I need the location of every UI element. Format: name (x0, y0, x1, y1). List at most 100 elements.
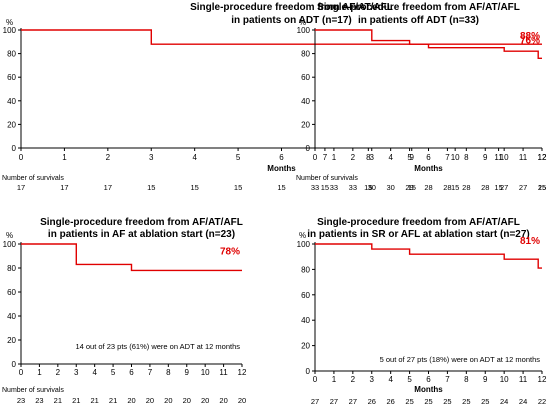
chart-4-x-tick-label: 1 (332, 375, 337, 384)
chart-3-x-tick-label: 12 (238, 368, 247, 377)
chart-3-y-tick-label: 80 (7, 264, 16, 273)
chart-1-y-axis-label: % (6, 18, 13, 27)
chart-1-survivals-header: Number of survivals (2, 175, 64, 182)
chart-2-survival-count: 27 (519, 183, 527, 192)
chart-3: Single-procedure freedom from AF/AT/AFLi… (2, 217, 247, 405)
chart-4-title-line-2: in patients in SR or AFL at ablation sta… (307, 229, 530, 240)
chart-3-survival-count: 20 (164, 396, 172, 405)
chart-1-x-tick-label: 4 (192, 153, 197, 162)
chart-3-y-tick-label: 60 (7, 288, 16, 297)
chart-2-x-tick-label: 12 (538, 153, 547, 162)
chart-1-y-tick-label: 60 (7, 73, 16, 82)
chart-3-survival-count: 23 (35, 396, 43, 405)
chart-3-title-line-2: in patients in AF at ablation start (n=2… (48, 229, 235, 240)
chart-3-x-tick-label: 0 (19, 368, 24, 377)
chart-2-x-tick-label: 3 (370, 153, 375, 162)
chart-1-survival-curve (21, 29, 542, 45)
chart-1-survival-count: 15 (494, 183, 502, 192)
chart-3-y-tick-label: 100 (3, 240, 17, 249)
chart-2-survival-count: 28 (462, 183, 470, 192)
chart-2: Single-procedure freedom from AF/AT/AFL i… (296, 2, 547, 192)
chart-1-survival-count: 15 (147, 183, 155, 192)
chart-4-title-line-1: Single-procedure freedom from AF/AT/AFL (317, 217, 520, 228)
chart-2-survival-count: 28 (443, 183, 451, 192)
chart-3-survival-count: 20 (219, 396, 227, 405)
chart-2-end-value-label: 76% (520, 36, 540, 47)
chart-4-x-tick-label: 7 (445, 375, 450, 384)
chart-1-end-value-label: 88% (520, 31, 540, 42)
chart-4-survival-count: 26 (368, 397, 376, 406)
chart-2-title-line-2: in patients off ADT (n=33) (358, 15, 479, 26)
chart-3-end-value-label: 78% (220, 247, 240, 258)
chart-1-survival-count: 15 (277, 183, 285, 192)
chart-3-x-tick-label: 11 (219, 368, 228, 377)
chart-2-survivals-header: Number of survivals (296, 175, 358, 182)
chart-3-survival-count: 21 (90, 396, 98, 405)
chart-1-x-tick-label: 8 (366, 153, 371, 162)
chart-1-x-tick-label: 1 (62, 153, 67, 162)
chart-2-x-tick-label: 4 (388, 153, 393, 162)
chart-4-x-tick-label: 6 (426, 375, 431, 384)
chart-3-title-line-1: Single-procedure freedom from AF/AT/AFL (40, 217, 243, 228)
chart-1-y-tick-label: 100 (3, 26, 17, 35)
chart-3-survival-count: 23 (17, 396, 25, 405)
chart-2-survival-count: 27 (500, 183, 508, 192)
chart-1-survival-count: 15 (190, 183, 198, 192)
chart-4-x-tick-label: 10 (500, 375, 509, 384)
chart-2-x-tick-label: 7 (445, 153, 450, 162)
chart-2-x-tick-label: 0 (313, 153, 318, 162)
chart-3-survivals-header: Number of survivals (2, 387, 64, 394)
chart-2-x-tick-label: 6 (426, 153, 431, 162)
chart-2-x-tick-label: 11 (519, 153, 528, 162)
chart-1-x-tick-label: 2 (106, 153, 111, 162)
chart-2-x-tick-label: 10 (500, 153, 509, 162)
chart-4-x-tick-label: 11 (519, 375, 528, 384)
chart-4-y-tick-label: 40 (301, 316, 310, 325)
chart-2-x-tick-label: 5 (407, 153, 412, 162)
chart-1-survival-count: 15 (321, 183, 329, 192)
chart-4-survival-count: 24 (519, 397, 527, 406)
chart-3-x-tick-label: 10 (201, 368, 210, 377)
chart-1-x-tick-label: 12 (538, 153, 547, 162)
chart-3-x-tick-label: 8 (166, 368, 171, 377)
chart-1-survival-count: 15 (451, 183, 459, 192)
chart-1-x-tick-label: 5 (236, 153, 241, 162)
chart-2-x-tick-label: 8 (464, 153, 469, 162)
chart-1-x-tick-label: 11 (494, 153, 503, 162)
chart-1-x-tick-label: 3 (149, 153, 154, 162)
chart-1-y-tick-label: 80 (7, 50, 16, 59)
chart-1-title-line-1: Single-procedure freedom from AF/AT/AFL (190, 2, 393, 13)
chart-2-y-tick-label: 0 (306, 144, 311, 153)
chart-4-survival-count: 27 (349, 397, 357, 406)
chart-2-survival-count: 33 (349, 183, 357, 192)
chart-3-survival-count: 20 (127, 396, 135, 405)
chart-2-survival-count: 33 (330, 183, 338, 192)
chart-1-survival-count: 17 (60, 183, 68, 192)
chart-4-survival-count: 22 (538, 397, 546, 406)
chart-3-note: 14 out of 23 pts (61%) were on ADT at 12… (75, 342, 240, 351)
chart-4-survival-count: 25 (405, 397, 413, 406)
chart-1-survival-count: 15 (364, 183, 372, 192)
chart-2-x-tick-label: 1 (332, 153, 337, 162)
chart-2-x-tick-label: 9 (483, 153, 488, 162)
chart-4-survival-count: 25 (481, 397, 489, 406)
chart-2-y-tick-label: 100 (297, 26, 311, 35)
chart-1-survival-count: 17 (17, 183, 25, 192)
chart-4-x-tick-label: 2 (351, 375, 356, 384)
chart-3-x-tick-label: 7 (148, 368, 153, 377)
chart-3-survival-count: 20 (146, 396, 154, 405)
chart-4-x-axis-label: Months (414, 385, 443, 394)
chart-2-y-tick-label: 40 (301, 97, 310, 106)
chart-4-survival-count: 24 (500, 397, 508, 406)
chart-3-survival-count: 20 (238, 396, 246, 405)
chart-1-x-tick-label: 7 (323, 153, 328, 162)
chart-3-survival-count: 20 (183, 396, 191, 405)
chart-3-y-axis-label: % (6, 231, 13, 240)
chart-3-survival-count: 21 (109, 396, 117, 405)
chart-1: Single-procedure freedom from AF/AT/AFL i… (2, 2, 547, 192)
chart-4-y-tick-label: 0 (306, 367, 311, 376)
chart-3-survival-count: 21 (72, 396, 80, 405)
chart-4-y-tick-label: 60 (301, 291, 310, 300)
chart-2-y-tick-label: 60 (301, 73, 310, 82)
chart-4-x-tick-label: 8 (464, 375, 469, 384)
